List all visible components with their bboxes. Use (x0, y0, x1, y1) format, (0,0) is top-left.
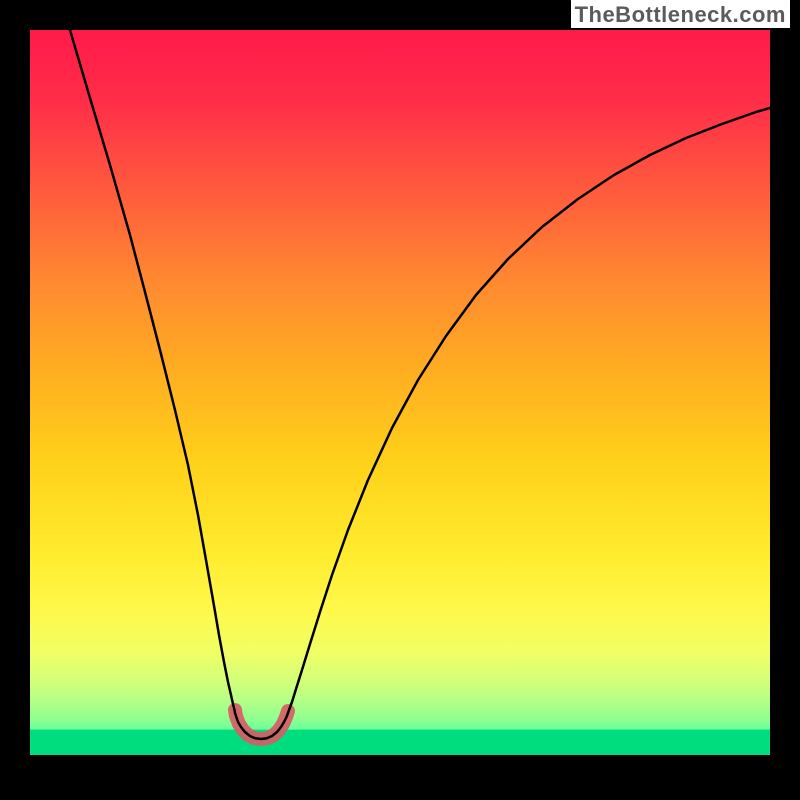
watermark-label: TheBottleneck.com (571, 0, 790, 28)
green-band (30, 730, 770, 755)
chart-frame: TheBottleneck.com (0, 0, 800, 800)
frame-border-left (0, 0, 30, 800)
frame-border-right (770, 0, 800, 800)
plot-svg (30, 30, 770, 755)
gradient-background (30, 30, 770, 755)
plot-area (30, 30, 770, 755)
frame-border-bottom (0, 755, 800, 800)
